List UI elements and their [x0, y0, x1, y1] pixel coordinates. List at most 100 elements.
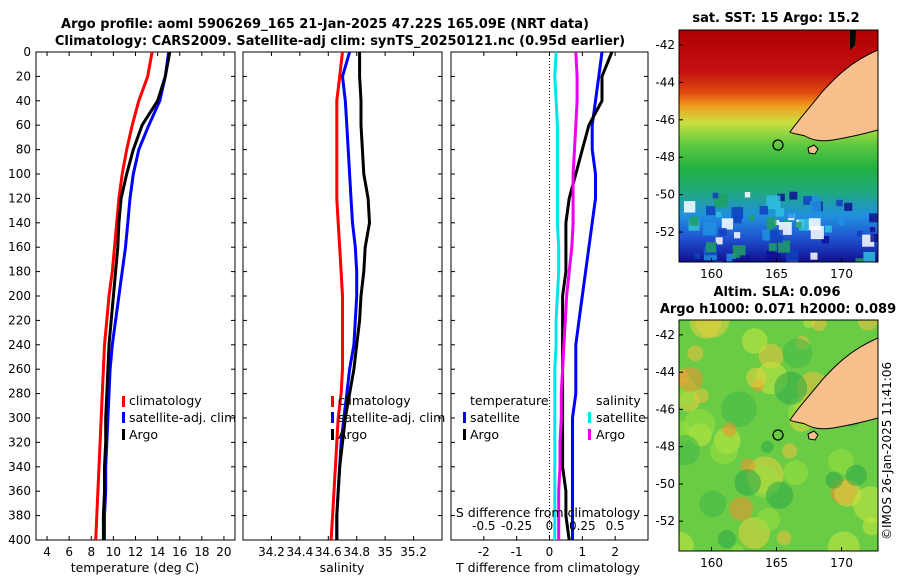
y-tick-label: 20: [16, 69, 31, 83]
top-x-tick-label: -0.5: [472, 519, 495, 533]
y-tick-label: 40: [16, 94, 31, 108]
sst-pixel: [712, 192, 719, 199]
sst-pixel: [769, 229, 783, 243]
sla-blob: [722, 422, 737, 437]
sst-pixel: [824, 225, 832, 233]
coast-line: [850, 30, 856, 50]
x-tick-label: 35.2: [400, 545, 427, 559]
sst-pixel: [769, 252, 781, 262]
y-tick-label: 280: [8, 387, 31, 401]
temperature-legend: climatology satellite-adj. clim Argo: [122, 393, 236, 442]
sla-map-title1: Altim. SLA: 0.096: [714, 285, 841, 300]
argo-location-marker: [772, 139, 784, 151]
sst-axis-ticks: 160 165 170 -42 -44 -46 -48 -50 -52: [655, 38, 853, 281]
legend-climatology: climatology: [338, 393, 411, 408]
x-tick-label: 0: [546, 545, 554, 559]
sla-blob: [731, 544, 744, 551]
sla-blob: [774, 371, 808, 405]
sst-pixel: [703, 222, 717, 236]
temperature-panel: 0 20 40 60 80 100 120 140 160 180 200 220 240 260 280 3…: [8, 45, 236, 575]
sst-pixel: [759, 206, 769, 215]
sla-blob: [679, 366, 703, 392]
difference-xlabel: T difference from climatology: [455, 560, 641, 575]
y-tick-label: 60: [16, 118, 31, 132]
sla-blob: [687, 345, 704, 362]
y-tick-label: 300: [8, 411, 31, 425]
sla-blob: [741, 328, 768, 354]
map-y-tick-label: -46: [655, 402, 675, 416]
temperature-series: [94, 51, 172, 541]
sla-blob: [758, 343, 784, 369]
map-y-tick-label: -44: [655, 75, 675, 89]
sst-pixel: [726, 253, 736, 262]
sla-map-frame: [678, 319, 879, 552]
sst-pixel: [766, 195, 781, 210]
sst-pixel: [870, 233, 878, 242]
sst-pixel: [733, 215, 742, 224]
legend-swatch-satellite: [331, 412, 334, 423]
y-tick-label: 340: [8, 460, 31, 474]
legend-swatch-satellite: [122, 412, 125, 423]
legend-swatch-s-argo: [588, 429, 591, 440]
sst-pixel: [856, 230, 863, 237]
sla-blob: [761, 440, 774, 454]
sst-pixel: [732, 258, 738, 262]
sla-blob: [853, 486, 878, 523]
sla-map: Altim. SLA: 0.096 Argo h1000: 0.071 h200…: [655, 285, 896, 570]
difference-panel: -2 -1 0 1 2 T difference from climatology S …: [450, 51, 649, 575]
legend-salinity-title: salinity: [596, 393, 641, 408]
legend-s-argo: Argo: [596, 427, 625, 442]
sst-pixel: [744, 192, 751, 198]
sst-pixel: [721, 218, 733, 230]
sst-pixel: [787, 261, 799, 262]
x-tick-label: 35: [378, 545, 393, 559]
legend-swatch-argo: [122, 429, 125, 440]
x-tick-label: 18: [194, 545, 209, 559]
sst-pixel: [844, 202, 853, 211]
legend-swatch-climatology: [331, 396, 334, 407]
x-tick-label: 10: [106, 545, 121, 559]
legend-swatch-argo: [331, 429, 334, 440]
sst-pixel: [838, 219, 845, 226]
sst-pixel: [683, 201, 696, 213]
map-y-tick-label: -50: [655, 477, 675, 491]
sla-blob: [811, 320, 827, 332]
new-zealand-land: [789, 337, 878, 430]
x-tick-label: 16: [172, 545, 187, 559]
sst-pixel: [799, 218, 811, 231]
legend-climatology: climatology: [129, 393, 202, 408]
sla-blob: [857, 320, 878, 331]
y-tick-label: 100: [8, 167, 31, 181]
sst-pixel: [689, 216, 699, 226]
x-tick-label: 14: [150, 545, 165, 559]
map-x-tick-label: 170: [830, 267, 853, 281]
new-zealand-land: [789, 49, 878, 142]
y-tick-label: 140: [8, 216, 31, 230]
y-tick-label: 320: [8, 435, 31, 449]
sla-map-title2: Argo h1000: 0.071 h2000: 0.089: [660, 302, 896, 317]
salinity-depth-ticks: [243, 51, 442, 541]
sla-blob: [825, 471, 843, 489]
map-y-tick-label: -52: [655, 514, 675, 528]
y-tick-label: 120: [8, 191, 31, 205]
legend-satellite: satellite-adj. clim: [338, 410, 445, 425]
x-tick-label: 20: [216, 545, 231, 559]
sst-pixel: [869, 227, 876, 233]
map-y-tick-label: -46: [655, 113, 675, 127]
series-line-climatology: [329, 51, 344, 541]
sst-pixel: [739, 255, 751, 262]
map-y-tick-label: -42: [655, 38, 675, 52]
top-x-tick-label: 0: [546, 519, 554, 533]
sst-pixel: [715, 237, 723, 245]
sst-pixel: [785, 249, 799, 262]
sst-pixel: [785, 210, 794, 219]
sla-blob: [689, 320, 722, 339]
map-y-tick-label: -50: [655, 188, 675, 202]
series-line-t-satellite: [571, 51, 604, 540]
sst-pixel: [821, 236, 830, 244]
y-tick-label: 240: [8, 338, 31, 352]
legend-satellite: satellite-adj. clim: [129, 410, 236, 425]
difference-top-xlabel: S difference from climatology: [456, 505, 641, 520]
sst-pixel: [767, 226, 773, 233]
argo-location-marker: [772, 429, 784, 441]
